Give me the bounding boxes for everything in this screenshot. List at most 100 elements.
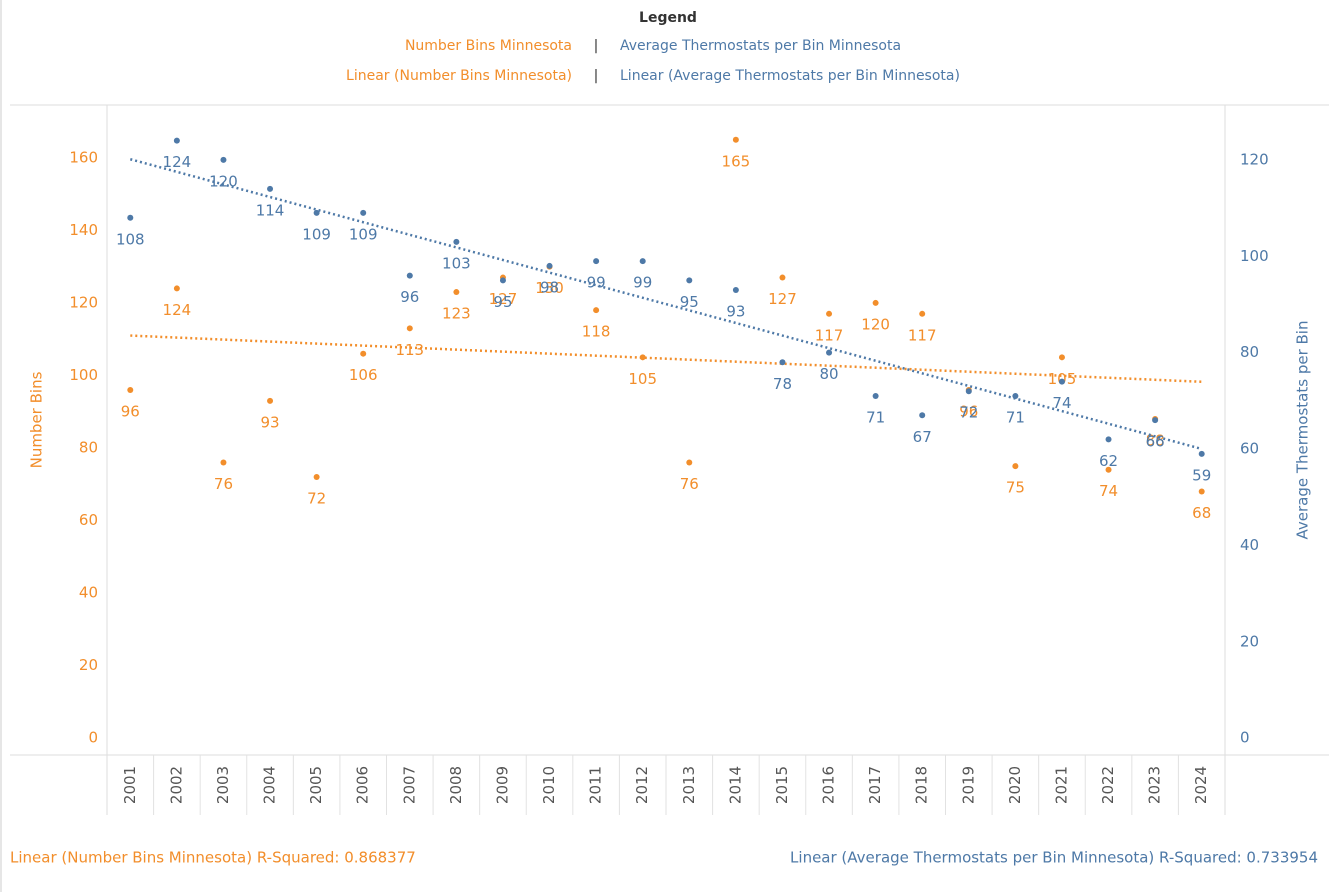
data-label: 124 bbox=[163, 153, 192, 171]
data-label: 108 bbox=[116, 230, 145, 248]
x-tick-label: 2021 bbox=[1052, 766, 1070, 804]
point bbox=[267, 185, 274, 192]
y-tick-label: 60 bbox=[79, 511, 98, 529]
point bbox=[732, 287, 739, 294]
point bbox=[965, 388, 972, 395]
point bbox=[826, 349, 833, 356]
data-label: 124 bbox=[163, 301, 192, 319]
point bbox=[220, 156, 227, 163]
y-tick-label: 40 bbox=[79, 583, 98, 601]
data-label: 117 bbox=[908, 326, 937, 344]
point bbox=[313, 473, 320, 480]
point bbox=[732, 136, 739, 143]
data-label: 96 bbox=[959, 402, 978, 420]
point bbox=[127, 386, 134, 393]
point bbox=[406, 272, 413, 279]
y2-tick-label: 80 bbox=[1240, 343, 1259, 361]
point bbox=[639, 354, 646, 361]
y2-tick-label: 60 bbox=[1240, 440, 1259, 458]
y-tick-label: 160 bbox=[69, 148, 98, 166]
x-tick-label: 2002 bbox=[167, 766, 185, 804]
point bbox=[1058, 378, 1065, 385]
point bbox=[1198, 450, 1205, 457]
legend-entry: Average Thermostats per Bin Minnesota bbox=[620, 38, 901, 54]
x-tick-label: 2017 bbox=[866, 766, 884, 804]
data-label: 118 bbox=[582, 323, 611, 341]
data-label: 165 bbox=[722, 152, 751, 170]
x-tick-label: 2005 bbox=[307, 766, 325, 804]
point bbox=[360, 209, 367, 216]
footnote: Linear (Average Thermostats per Bin Minn… bbox=[790, 849, 1318, 867]
y2-tick-label: 20 bbox=[1240, 632, 1259, 650]
legend-entry: Linear (Average Thermostats per Bin Minn… bbox=[620, 68, 960, 84]
point bbox=[872, 393, 879, 400]
legend-entry: Number Bins Minnesota bbox=[405, 38, 572, 54]
y2-tick-label: 40 bbox=[1240, 536, 1259, 554]
point bbox=[1012, 393, 1019, 400]
x-tick-label: 2010 bbox=[540, 766, 558, 804]
point bbox=[639, 258, 646, 265]
legend-title: Legend bbox=[639, 10, 697, 26]
data-label: 80 bbox=[819, 365, 838, 383]
x-tick-label: 2011 bbox=[587, 766, 605, 804]
point bbox=[1105, 436, 1112, 443]
x-tick-label: 2024 bbox=[1192, 766, 1210, 804]
point bbox=[360, 350, 367, 357]
x-tick-label: 2020 bbox=[1006, 766, 1024, 804]
data-label: 109 bbox=[302, 225, 331, 243]
point bbox=[593, 258, 600, 265]
x-tick-label: 2015 bbox=[773, 766, 791, 804]
x-tick-label: 2006 bbox=[354, 766, 372, 804]
legend-separator: | bbox=[594, 38, 599, 54]
data-label: 114 bbox=[256, 201, 285, 219]
point bbox=[173, 285, 180, 292]
data-label: 96 bbox=[400, 288, 419, 306]
point bbox=[127, 214, 134, 221]
data-label: 113 bbox=[395, 341, 424, 359]
data-label: 76 bbox=[214, 475, 233, 493]
y2-tick-label: 0 bbox=[1240, 729, 1250, 747]
data-label: 59 bbox=[1192, 466, 1211, 484]
data-label: 96 bbox=[121, 402, 140, 420]
trend-line bbox=[130, 334, 1202, 384]
data-label: 95 bbox=[680, 293, 699, 311]
data-label: 71 bbox=[866, 409, 885, 427]
data-label: 78 bbox=[773, 375, 792, 393]
data-label: 127 bbox=[489, 290, 518, 308]
point bbox=[872, 299, 879, 306]
point bbox=[1152, 417, 1159, 424]
x-tick-label: 2008 bbox=[447, 766, 465, 804]
x-tick-label: 2012 bbox=[633, 766, 651, 804]
y-axis-label: Number Bins bbox=[28, 371, 46, 468]
data-label: 74 bbox=[1052, 394, 1071, 412]
data-label: 95 bbox=[493, 293, 512, 311]
point bbox=[499, 277, 506, 284]
point bbox=[1058, 354, 1065, 361]
data-label: 68 bbox=[1192, 504, 1211, 522]
data-label: 127 bbox=[768, 290, 797, 308]
data-label: 93 bbox=[726, 303, 745, 321]
data-label: 71 bbox=[1006, 409, 1025, 427]
x-tick-label: 2016 bbox=[820, 766, 838, 804]
data-label: 74 bbox=[1099, 482, 1118, 500]
y2-tick-label: 120 bbox=[1240, 150, 1269, 168]
point bbox=[779, 274, 786, 281]
data-label: 93 bbox=[260, 413, 279, 431]
data-label: 66 bbox=[1146, 433, 1165, 451]
x-tick-label: 2007 bbox=[400, 766, 418, 804]
point bbox=[267, 397, 274, 404]
data-label: 120 bbox=[861, 315, 890, 333]
x-tick-label: 2009 bbox=[493, 766, 511, 804]
x-tick-label: 2001 bbox=[121, 766, 139, 804]
point bbox=[1105, 466, 1112, 473]
data-label: 99 bbox=[633, 274, 652, 292]
x-tick-label: 2018 bbox=[913, 766, 931, 804]
point bbox=[406, 325, 413, 332]
y-tick-label: 100 bbox=[69, 366, 98, 384]
x-tick-label: 2013 bbox=[680, 766, 698, 804]
point bbox=[546, 262, 553, 269]
point bbox=[779, 359, 786, 366]
point bbox=[1198, 488, 1205, 495]
